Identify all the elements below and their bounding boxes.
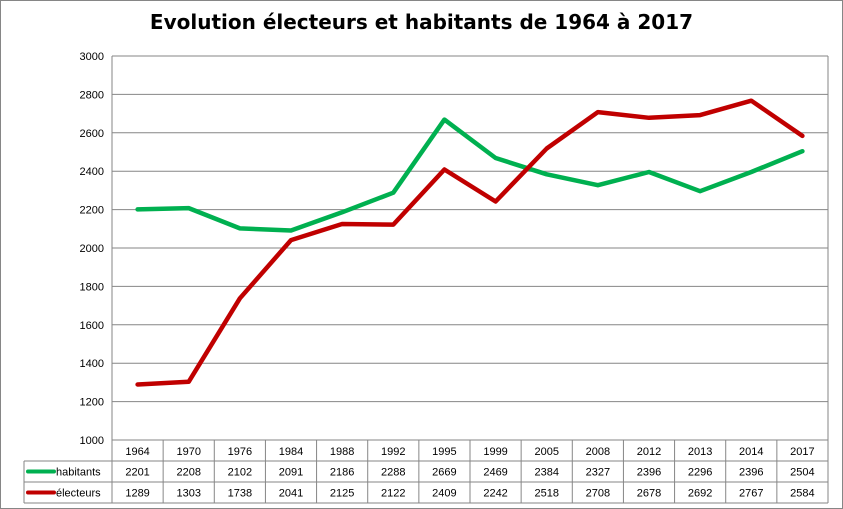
data-table-cell: 2708 [586,488,610,500]
x-category-label: 2014 [739,446,763,458]
y-tick-label: 2400 [80,166,104,178]
data-table-cell: 2041 [279,488,303,500]
x-category-label: 1988 [330,446,354,458]
series-line-electeurs [135,98,805,387]
series-lines [135,98,805,387]
data-table-cell: 2102 [228,467,252,479]
data-table: 1964 1970 1976 1984 1988 1992 1995 1999 2005 2008… [23,439,829,504]
x-category-label: 1976 [228,446,252,458]
data-table-cell: 2296 [688,467,712,479]
data-table-cell: 2396 [739,467,763,479]
data-table-cell: 2091 [279,467,303,479]
data-table-cell: 2396 [637,467,661,479]
y-tick-label: 2800 [80,89,104,101]
series-line-habitants [135,117,805,233]
data-table-cell: 2242 [483,488,507,500]
x-category-label: 2008 [586,446,610,458]
y-tick-label: 1400 [80,358,104,370]
data-table-cell: 2201 [125,467,149,479]
y-tick-label: 1800 [80,281,104,293]
gridlines [111,55,829,440]
data-table-cell: 2288 [381,467,405,479]
chart-title: Evolution électeurs et habitants de 1964… [149,10,694,34]
x-category-label: 1999 [483,446,507,458]
y-axis: 1000 1200 1400 1600 1800 2000 2200 2400 2600 2800… [80,51,104,447]
data-table-cell: 2186 [330,467,354,479]
y-tick-label: 2600 [80,128,104,140]
data-table-cell: 1289 [125,488,149,500]
y-tick-label: 1000 [80,435,104,447]
data-table-cell: 2504 [790,467,814,479]
x-category-label: 2005 [534,446,558,458]
data-table-cell: 2669 [432,467,456,479]
data-table-cell: 2692 [688,488,712,500]
data-table-cell: 1303 [176,488,200,500]
x-category-label: 1995 [432,446,456,458]
x-category-label: 1964 [125,446,149,458]
x-category-label: 1992 [381,446,405,458]
x-category-label: 2012 [637,446,661,458]
y-tick-label: 2000 [80,243,104,255]
data-table-cell: 2584 [790,488,814,500]
data-table-cell: 2518 [534,488,558,500]
x-category-label: 1984 [279,446,303,458]
x-category-label: 2013 [688,446,712,458]
data-table-cell: 2469 [483,467,507,479]
y-tick-label: 2200 [80,205,104,217]
data-table-cell: 2384 [534,467,558,479]
y-tick-label: 1200 [80,397,104,409]
data-table-cell: 2122 [381,488,405,500]
legend-label: habitants [56,467,101,479]
legend-label: électeurs [56,488,101,500]
data-table-cell: 2678 [637,488,661,500]
data-table-cell: 1738 [228,488,252,500]
data-table-cell: 2125 [330,488,354,500]
y-tick-label: 1600 [80,320,104,332]
y-tick-label: 3000 [80,51,104,63]
data-table-cell: 2409 [432,488,456,500]
data-table-cell: 2208 [176,467,200,479]
data-table-cell: 2327 [586,467,610,479]
x-category-label: 1970 [176,446,200,458]
x-category-label: 2017 [790,446,814,458]
data-table-cell: 2767 [739,488,763,500]
